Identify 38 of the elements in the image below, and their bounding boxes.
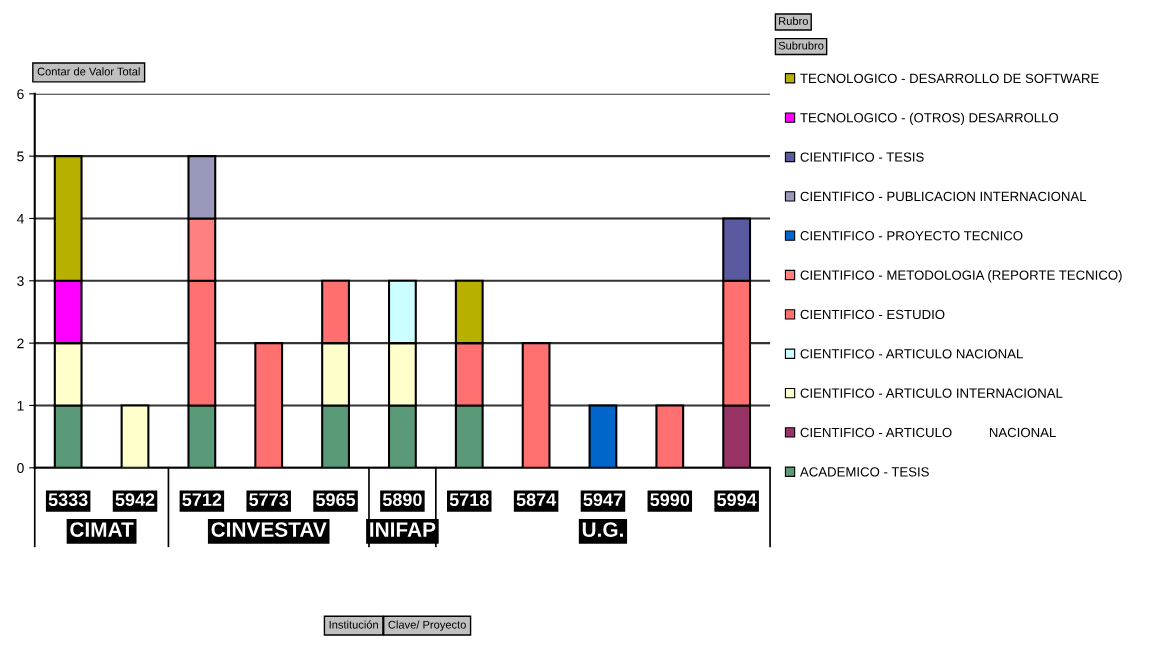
text: Subrubro <box>778 41 824 50</box>
legend-label: CIENTIFICO - PUBLICACION INTERNACIONAL <box>800 191 1087 202</box>
x-tick-label: 5712 <box>182 493 222 507</box>
legend-label: CIENTIFICO - TESIS <box>800 152 924 162</box>
text: INIFAP <box>370 522 436 537</box>
legend-label: CIENTIFICO - PROYECTO TECNICO <box>800 231 1023 241</box>
text: U.G. <box>582 522 623 537</box>
y-tick-label: 4 <box>16 213 24 224</box>
x-tick-label: 5718 <box>449 493 489 507</box>
x-tick-label: 5947 <box>583 493 623 507</box>
legend-label: CIENTIFICO - ARTICULO NACIONAL <box>800 349 1023 359</box>
x-tick-label: 5874 <box>516 493 557 507</box>
text: CIMAT <box>70 522 134 537</box>
x-tick-label: 5965 <box>316 493 356 507</box>
text: Clave/ Proyecto <box>388 620 466 631</box>
text: Contar de Valor Total <box>37 67 140 76</box>
y-tick-label: 2 <box>17 338 24 349</box>
legend-label: CIENTIFICO - METODOLOGIA (REPORTE TECNICO) <box>800 270 1122 283</box>
x-tick-label: 5942 <box>115 493 155 507</box>
legend-label: CIENTIFICO - ARTICULO INTERNACIONAL <box>800 388 1063 398</box>
legend-label: TECNOLOGICO - DESARROLLO DE SOFTWARE <box>800 73 1099 84</box>
text: CINVESTAV <box>211 522 327 537</box>
legend-label: TECNOLOGICO - (OTROS) DESARROLLO <box>800 112 1059 125</box>
x-tick-label: 5333 <box>48 493 88 507</box>
y-tick-label: 3 <box>17 276 24 286</box>
legend-label: CIENTIFICO - ARTICULO NACIONAL <box>800 427 1056 438</box>
x-tick-label: 5990 <box>650 493 690 507</box>
legend-label: ACADEMICO - TESIS <box>799 467 929 477</box>
x-tick-label: 5773 <box>249 493 289 507</box>
text: Rubro <box>779 16 808 25</box>
x-tick-label: 5890 <box>382 493 422 507</box>
legend-label: CIENTIFICO - ESTUDIO <box>800 309 945 320</box>
y-tick-label: 5 <box>17 151 24 162</box>
text: Institución <box>329 620 378 629</box>
y-tick-label: 1 <box>17 400 24 411</box>
x-tick-label: 5994 <box>717 493 757 507</box>
y-tick-label: 6 <box>17 89 24 99</box>
y-tick-label: 0 <box>17 463 24 473</box>
